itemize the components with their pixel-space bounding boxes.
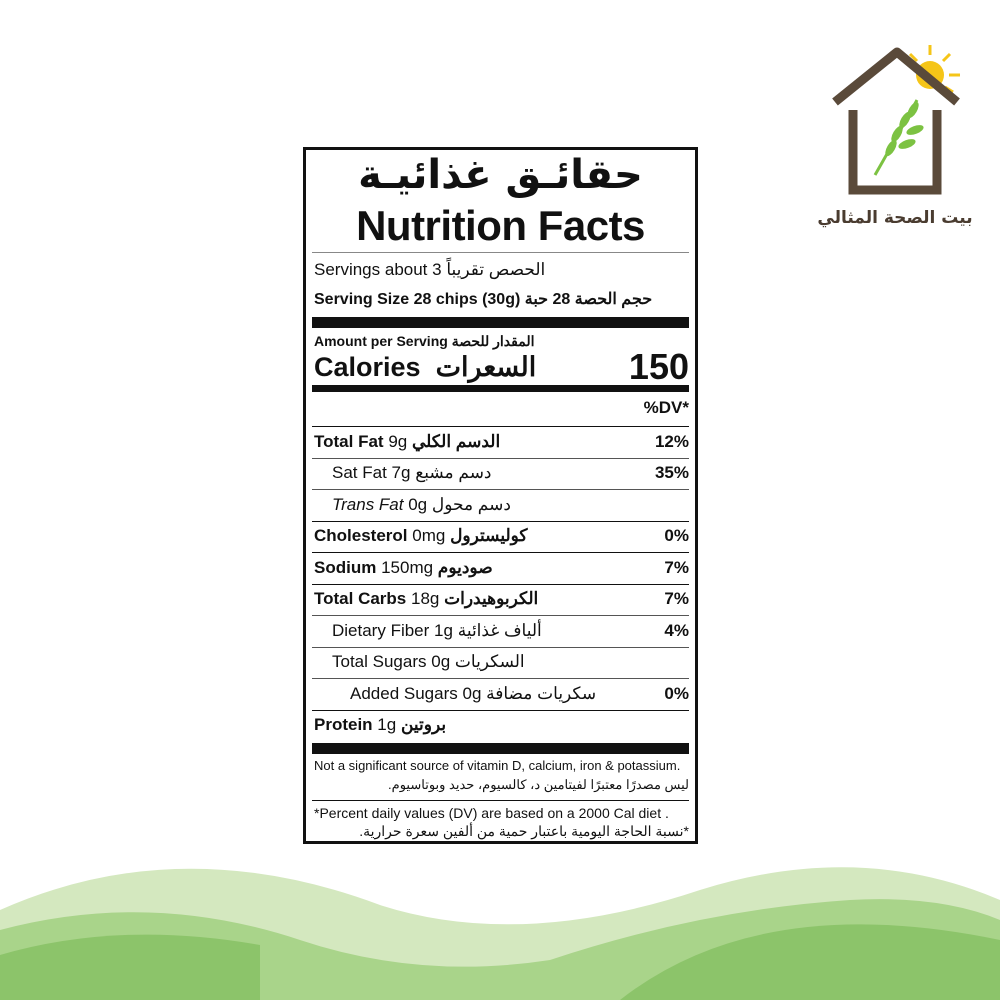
nutrient-row: Sodium 150mg صوديوم 7% [312,552,689,582]
nutrient-label: Added Sugars 0g سكريات مضافة [350,683,597,703]
background-waves [0,867,1000,1000]
divider [312,252,689,253]
nutrient-dv: 0% [664,526,689,545]
footnote-arabic: *نسبة الحاجة اليومية باعتبار حمية من ألف… [359,823,689,839]
nutrient-row: Total Carbs 18g الكربوهيدرات 7% [312,583,689,614]
thick-divider [312,385,689,392]
calories-value: 150 [628,346,689,387]
nutrient-label: Total Carbs 18g الكربوهيدرات [314,589,539,608]
title-arabic: حقائـق غذائيـة [358,152,643,198]
nutrient-dv: 7% [664,557,689,577]
title-english: Nutrition Facts [356,202,645,249]
nutrient-label: Cholesterol 0mg كوليسترول [314,526,528,545]
servings: Servings about 3 الحصص تقريباً [314,260,546,279]
divider [312,800,689,801]
nutrient-label: Dietary Fiber 1g ألياف غذائية [332,620,542,640]
nutrient-label: Trans Fat 0g دسم محول [332,494,511,514]
thick-divider [312,743,689,754]
nutrient-row: Cholesterol 0mg كوليسترول 0% [312,520,689,551]
logo-text: بيت الصحة المثالي [817,208,973,228]
nutrient-row: Sat Fat 7g دسم مشبع 35% [312,457,689,488]
nutrition-label: حقائـق غذائيـة Nutrition Facts Servings … [303,147,698,844]
nutrient-dv: 12% [654,431,689,451]
calories-label: Calories السعرات [314,351,537,382]
nutrient-label: Total Sugars 0g السكريات [332,652,525,671]
nutrient-row: Dietary Fiber 1g ألياف غذائية 4% [312,615,689,645]
nutrient-row: Total Sugars 0g السكريات [312,646,689,677]
nutrient-label: Protein 1g بروتين [314,715,447,734]
nutrient-label: Total Fat 9g الدسم الكلي [314,431,501,451]
nutrient-dv: 7% [664,589,689,608]
note-english: Not a significant source of vitamin D, c… [314,758,681,773]
nutrient-label: Sat Fat 7g دسم مشبع [332,463,492,482]
footnote-english: *Percent daily values (DV) are based on … [314,805,669,821]
nutrient-row: Added Sugars 0g سكريات مضافة 0% [312,678,689,708]
nutrient-label: Sodium 150mg صوديوم [314,557,493,577]
nutrient-row: Trans Fat 0g دسم محول [312,489,689,519]
nutrient-row: Protein 1g بروتين [312,709,689,740]
dv-header: %DV* [643,398,689,417]
nutrient-dv: 4% [664,620,689,640]
logo-icon [832,45,960,195]
note-arabic: ليس مصدرًا معتبرًا لفيتامين د، كالسيوم، … [388,777,689,792]
amount-per-serving: Amount per Serving المقدار للحصة [314,333,535,349]
nutrient-dv: 35% [654,463,689,482]
thick-divider [312,317,689,328]
nutrient-row: Total Fat 9g الدسم الكلي 12% [312,426,689,456]
nutrient-dv: 0% [664,683,689,703]
serving-size: Serving Size 28 chips (30g) حجم الحصة 28… [314,291,653,308]
